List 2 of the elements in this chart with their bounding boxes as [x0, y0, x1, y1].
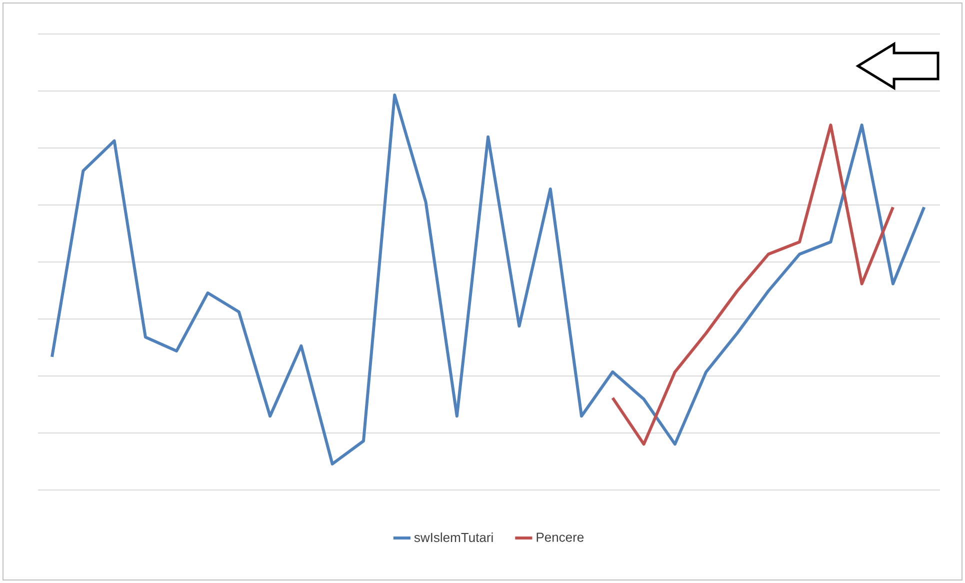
legend-label: Pencere	[536, 532, 584, 542]
legend-label: swIslemTutari	[414, 532, 493, 542]
